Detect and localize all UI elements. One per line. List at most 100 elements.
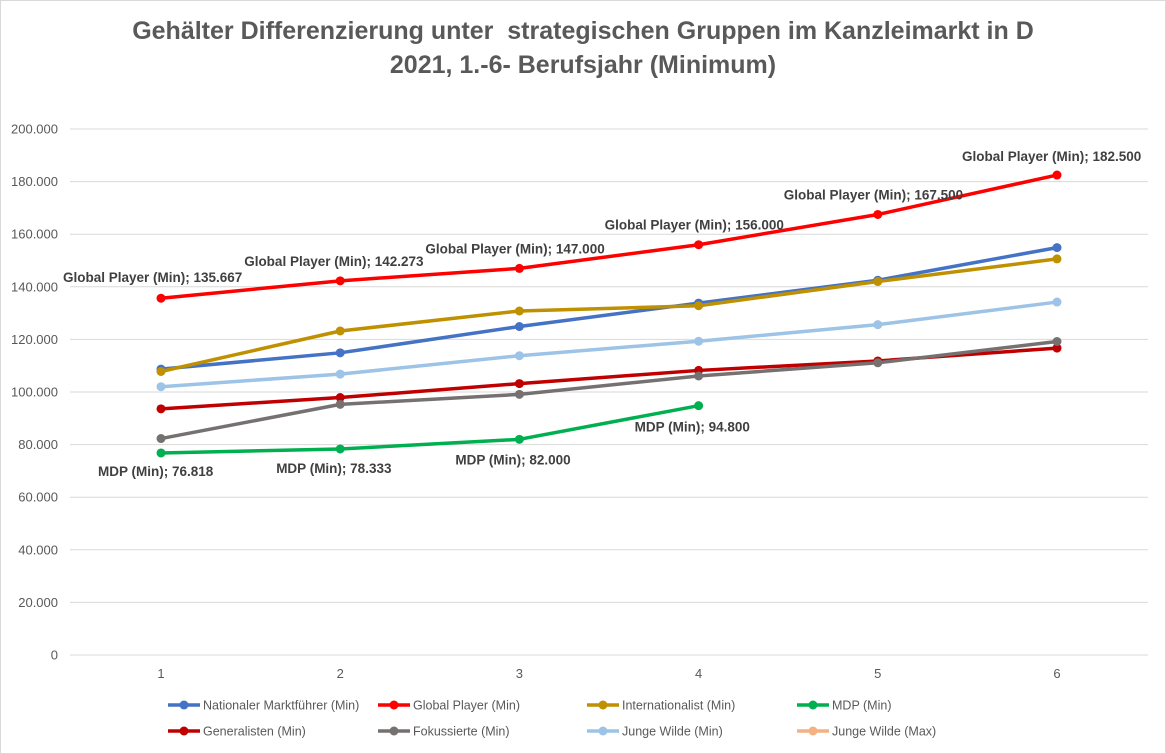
y-tick-label: 140.000 [11, 279, 58, 294]
data-point [335, 444, 345, 454]
legend-item: Generalisten (Min) [168, 725, 306, 739]
legend-label: Nationaler Marktführer (Min) [203, 699, 359, 713]
legend-item: Junge Wilde (Max) [797, 725, 936, 739]
data-point [694, 401, 704, 411]
data-point [1052, 254, 1062, 264]
data-point [514, 351, 524, 361]
x-axis-ticks: 1 2 3 4 5 6 [157, 666, 1060, 681]
data-point [156, 434, 166, 444]
data-label: Global Player (Min); 147.000 [425, 241, 604, 256]
data-point [335, 399, 345, 409]
data-point [1052, 170, 1062, 180]
data-label: MDP (Min); 76.818 [98, 464, 214, 479]
legend-marker [389, 726, 399, 736]
legend-label: MDP (Min) [832, 699, 892, 713]
y-tick-label: 40.000 [18, 542, 58, 557]
y-tick-label: 160.000 [11, 227, 58, 242]
data-point [156, 382, 166, 392]
legend-label: Junge Wilde (Min) [622, 725, 723, 739]
legend-item: Fokussierte (Min) [378, 725, 510, 739]
data-label: MDP (Min); 78.333 [276, 461, 392, 476]
data-point [1052, 337, 1062, 347]
legend-item: Internationalist (Min) [587, 699, 735, 713]
y-tick-label: 80.000 [18, 437, 58, 452]
data-point [335, 393, 345, 403]
data-label: MDP (Min); 82.000 [455, 452, 570, 467]
data-point [694, 240, 704, 250]
legend-marker [808, 700, 818, 710]
data-point [873, 320, 883, 330]
series-line [159, 257, 1059, 374]
legend-item: MDP (Min) [797, 699, 892, 713]
x-tick-label: 1 [157, 666, 164, 681]
legend-label: Global Player (Min) [413, 699, 520, 713]
chart-title-block: Gehälter Differenzierung unter strategis… [0, 14, 1166, 82]
series-line [159, 339, 1059, 441]
data-label: Global Player (Min); 167.500 [784, 187, 963, 202]
data-point [514, 379, 524, 389]
x-tick-label: 5 [874, 666, 881, 681]
data-point [694, 301, 704, 311]
y-axis-ticks: 0 20.000 40.000 60.000 80.000 100.000 120.000 1… [11, 122, 58, 663]
series-3 [156, 401, 704, 458]
series-line [159, 403, 701, 455]
data-point [335, 369, 345, 379]
data-point [514, 306, 524, 316]
series-6 [156, 297, 1062, 392]
data-label: Global Player (Min); 156.000 [605, 218, 784, 233]
legend-marker [179, 726, 189, 736]
data-point [1052, 243, 1062, 253]
series-line [159, 173, 1059, 300]
data-point [335, 348, 345, 358]
y-tick-label: 60.000 [18, 490, 58, 505]
data-label: Global Player (Min); 142.273 [244, 254, 424, 269]
legend-marker [179, 700, 189, 710]
y-tick-label: 200.000 [11, 122, 58, 137]
data-point [514, 434, 524, 444]
series-lines [156, 170, 1062, 458]
data-point [156, 448, 166, 458]
data-label: MDP (Min); 94.800 [635, 420, 750, 435]
legend-label: Junge Wilde (Max) [832, 725, 936, 739]
data-point [873, 277, 883, 287]
legend-marker [389, 700, 399, 710]
y-tick-label: 120.000 [11, 332, 58, 347]
series-line [159, 245, 1059, 371]
legend-marker [808, 726, 818, 736]
legend-label: Generalisten (Min) [203, 725, 306, 739]
data-point [873, 358, 883, 368]
data-point [156, 293, 166, 303]
y-tick-label: 0 [51, 648, 58, 663]
data-point [156, 404, 166, 414]
legend-label: Fokussierte (Min) [413, 725, 510, 739]
legend-marker [598, 700, 608, 710]
y-tick-label: 100.000 [11, 385, 58, 400]
legend-item: Global Player (Min) [378, 699, 520, 713]
legend-marker [598, 726, 608, 736]
data-point [335, 276, 345, 286]
legend: Nationaler Marktführer (Min) Global Playe… [168, 699, 936, 739]
series-1 [156, 170, 1062, 303]
data-point [873, 209, 883, 219]
data-point [156, 366, 166, 376]
data-point [514, 263, 524, 273]
y-tick-label: 180.000 [11, 174, 58, 189]
x-tick-label: 6 [1053, 666, 1060, 681]
data-label: Global Player (Min); 135.667 [63, 270, 242, 285]
legend-item: Nationaler Marktführer (Min) [168, 699, 359, 713]
data-point [694, 371, 704, 381]
data-point [335, 326, 345, 336]
series-5 [156, 337, 1062, 444]
series-line [159, 300, 1059, 389]
chart-title: Gehälter Differenzierung unter strategis… [132, 17, 1034, 45]
x-tick-label: 4 [695, 666, 702, 681]
data-point [694, 336, 704, 346]
data-label: Global Player (Min); 182.500 [962, 149, 1141, 164]
legend-label: Internationalist (Min) [622, 699, 735, 713]
data-point [1052, 343, 1062, 353]
y-tick-label: 20.000 [18, 595, 58, 610]
data-point [514, 389, 524, 399]
